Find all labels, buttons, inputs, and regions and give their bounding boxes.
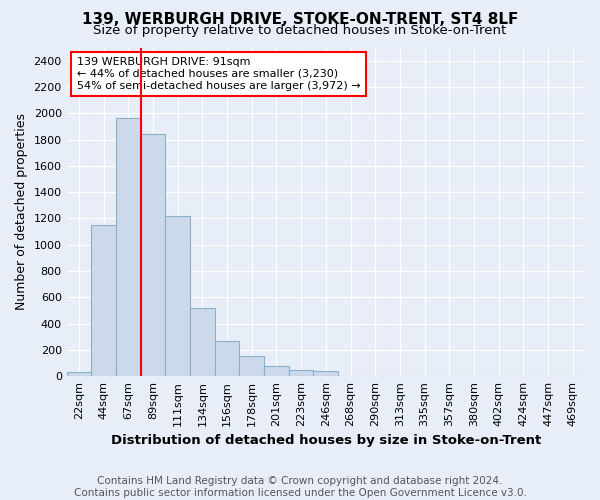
Bar: [289, 370, 313, 376]
Y-axis label: Number of detached properties: Number of detached properties: [15, 114, 28, 310]
Text: 139, WERBURGH DRIVE, STOKE-ON-TRENT, ST4 8LF: 139, WERBURGH DRIVE, STOKE-ON-TRENT, ST4…: [82, 12, 518, 28]
Bar: [141, 134, 166, 376]
Bar: [67, 372, 91, 376]
Bar: [190, 308, 215, 376]
Bar: [166, 216, 190, 376]
Text: 139 WERBURGH DRIVE: 91sqm
← 44% of detached houses are smaller (3,230)
54% of se: 139 WERBURGH DRIVE: 91sqm ← 44% of detac…: [77, 58, 361, 90]
Bar: [91, 225, 116, 376]
Bar: [239, 356, 264, 376]
Text: Contains HM Land Registry data © Crown copyright and database right 2024.
Contai: Contains HM Land Registry data © Crown c…: [74, 476, 526, 498]
Bar: [116, 118, 141, 376]
Bar: [313, 371, 338, 376]
Bar: [215, 342, 239, 376]
Text: Size of property relative to detached houses in Stoke-on-Trent: Size of property relative to detached ho…: [94, 24, 506, 37]
X-axis label: Distribution of detached houses by size in Stoke-on-Trent: Distribution of detached houses by size …: [111, 434, 541, 448]
Bar: [264, 366, 289, 376]
